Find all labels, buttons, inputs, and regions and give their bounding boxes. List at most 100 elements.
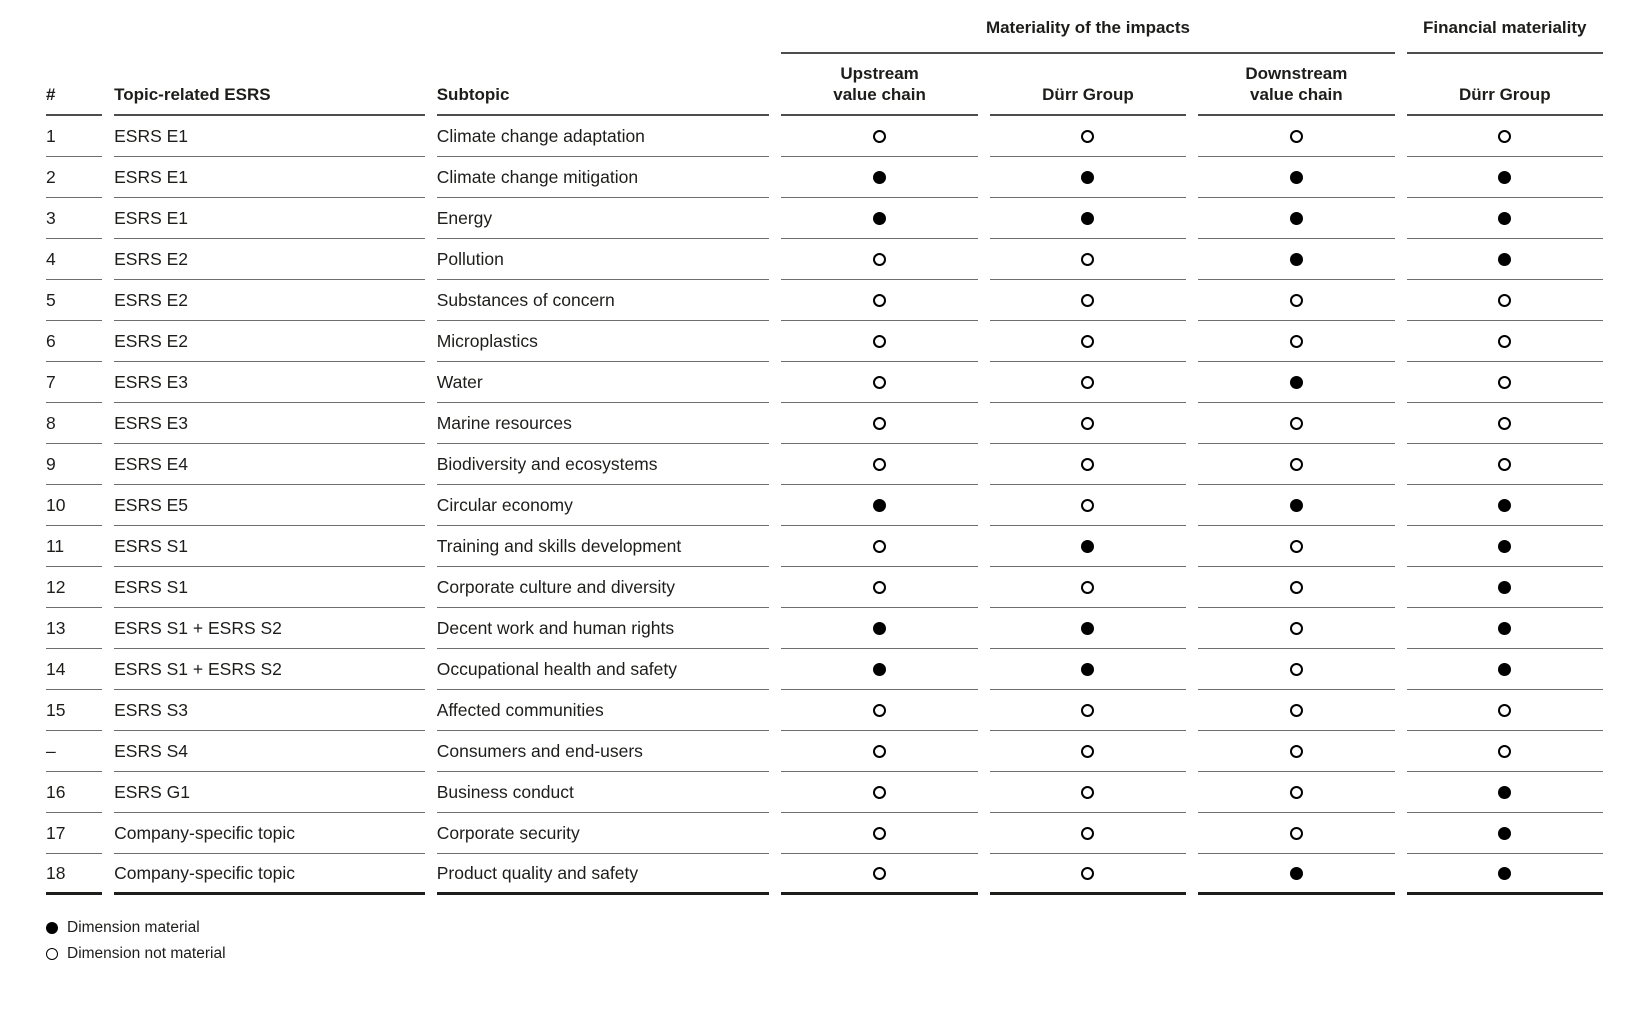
dimension-material-icon bbox=[1498, 253, 1512, 267]
dimension-not-material-icon bbox=[1081, 745, 1095, 759]
dimension-not-material-icon bbox=[1289, 581, 1303, 595]
row-subtopic: Occupational health and safety bbox=[436, 649, 770, 690]
row-esrs: ESRS S1 + ESRS S2 bbox=[114, 608, 425, 649]
dimension-not-material-icon bbox=[873, 786, 887, 800]
dimension-not-material-icon bbox=[1289, 417, 1303, 431]
materiality-cell bbox=[989, 116, 1187, 157]
dimension-material-icon bbox=[1498, 212, 1512, 226]
materiality-cell bbox=[989, 485, 1187, 526]
materiality-cell bbox=[1198, 116, 1395, 157]
row-number: 17 bbox=[46, 813, 103, 854]
dimension-not-material-icon bbox=[1081, 499, 1095, 513]
materiality-cell bbox=[1406, 690, 1603, 731]
legend-item-not-material: Dimension not material bbox=[46, 941, 1612, 967]
row-subtopic: Marine resources bbox=[436, 403, 770, 444]
row-number: 11 bbox=[46, 526, 103, 567]
materiality-cell bbox=[989, 526, 1187, 567]
dimension-not-material-icon bbox=[1498, 335, 1512, 349]
row-esrs: ESRS S3 bbox=[114, 690, 425, 731]
dimension-not-material-icon bbox=[1498, 745, 1512, 759]
row-subtopic: Product quality and safety bbox=[436, 854, 770, 895]
materiality-table-page: Materiality of the impacts Financial mat… bbox=[46, 6, 1612, 967]
materiality-cell bbox=[781, 649, 978, 690]
row-number: 10 bbox=[46, 485, 103, 526]
dimension-material-icon bbox=[873, 499, 887, 513]
dimension-not-material-icon bbox=[873, 458, 887, 472]
materiality-cell bbox=[989, 690, 1187, 731]
dimension-not-material-icon bbox=[1081, 458, 1095, 472]
row-esrs: ESRS E1 bbox=[114, 157, 425, 198]
row-number: 13 bbox=[46, 608, 103, 649]
column-header-durr-group-financial: Dürr Group bbox=[1406, 54, 1603, 116]
materiality-cell bbox=[781, 813, 978, 854]
dimension-not-material-icon bbox=[873, 376, 887, 390]
row-subtopic: Corporate security bbox=[436, 813, 770, 854]
dimension-not-material-icon bbox=[1289, 745, 1303, 759]
table-row: 17 Company-specific topic Corporate securi… bbox=[46, 813, 1603, 854]
dimension-not-material-icon bbox=[1081, 376, 1095, 390]
materiality-cell bbox=[781, 239, 978, 280]
group-header-financial: Financial materiality bbox=[1406, 6, 1603, 54]
dimension-material-icon bbox=[1081, 663, 1095, 677]
materiality-cell bbox=[1198, 444, 1395, 485]
row-subtopic: Circular economy bbox=[436, 485, 770, 526]
materiality-cell bbox=[781, 116, 978, 157]
column-header-durr-group-impacts: Dürr Group bbox=[989, 54, 1187, 116]
table-row: 2 ESRS E1 Climate change mitigation bbox=[46, 157, 1603, 198]
materiality-cell bbox=[1406, 567, 1603, 608]
dimension-material-icon bbox=[1498, 867, 1512, 881]
row-subtopic: Substances of concern bbox=[436, 280, 770, 321]
materiality-cell bbox=[1406, 280, 1603, 321]
row-number: 14 bbox=[46, 649, 103, 690]
row-number: 1 bbox=[46, 116, 103, 157]
materiality-cell bbox=[989, 198, 1187, 239]
column-header-subtopic: Subtopic bbox=[436, 54, 770, 116]
materiality-cell bbox=[989, 239, 1187, 280]
materiality-cell bbox=[989, 321, 1187, 362]
materiality-cell bbox=[989, 157, 1187, 198]
materiality-cell bbox=[1198, 690, 1395, 731]
materiality-cell bbox=[1198, 731, 1395, 772]
dimension-not-material-icon bbox=[1498, 294, 1512, 308]
dimension-not-material-icon bbox=[873, 335, 887, 349]
row-number: 18 bbox=[46, 854, 103, 895]
dimension-material-icon bbox=[1081, 171, 1095, 185]
materiality-cell bbox=[1406, 731, 1603, 772]
group-header-impacts: Materiality of the impacts bbox=[781, 6, 1395, 54]
materiality-cell bbox=[1406, 813, 1603, 854]
dimension-not-material-icon bbox=[1081, 253, 1095, 267]
table-row: – ESRS S4 Consumers and end-users bbox=[46, 731, 1603, 772]
dimension-material-icon bbox=[1498, 499, 1512, 513]
dimension-not-material-icon bbox=[873, 130, 887, 144]
materiality-cell bbox=[1198, 362, 1395, 403]
row-number: – bbox=[46, 731, 103, 772]
spacer-cell bbox=[46, 6, 102, 54]
dimension-not-material-icon bbox=[1498, 458, 1512, 472]
materiality-cell bbox=[1406, 485, 1603, 526]
dimension-not-material-icon bbox=[873, 867, 887, 881]
materiality-cell bbox=[781, 567, 978, 608]
dimension-material-icon bbox=[873, 171, 887, 185]
materiality-cell bbox=[781, 280, 978, 321]
row-number: 12 bbox=[46, 567, 103, 608]
materiality-cell bbox=[781, 526, 978, 567]
materiality-cell bbox=[1198, 321, 1395, 362]
row-esrs: ESRS E2 bbox=[114, 239, 425, 280]
dimension-material-icon bbox=[1081, 622, 1095, 636]
dimension-not-material-icon bbox=[1081, 294, 1095, 308]
dimension-not-material-icon bbox=[1289, 335, 1303, 349]
row-number: 5 bbox=[46, 280, 103, 321]
row-subtopic: Climate change adaptation bbox=[436, 116, 770, 157]
dimension-not-material-icon bbox=[1289, 786, 1303, 800]
dimension-not-material-icon bbox=[873, 827, 887, 841]
materiality-cell bbox=[1198, 157, 1395, 198]
legend-material-label: Dimension material bbox=[67, 919, 200, 936]
dimension-not-material-icon bbox=[1498, 130, 1512, 144]
row-subtopic: Biodiversity and ecosystems bbox=[436, 444, 770, 485]
row-subtopic: Climate change mitigation bbox=[436, 157, 770, 198]
materiality-cell bbox=[1406, 198, 1603, 239]
materiality-cell bbox=[1406, 157, 1603, 198]
row-esrs: ESRS S1 + ESRS S2 bbox=[114, 649, 425, 690]
dimension-material-icon bbox=[1498, 171, 1512, 185]
dimension-material-icon bbox=[1081, 540, 1095, 554]
